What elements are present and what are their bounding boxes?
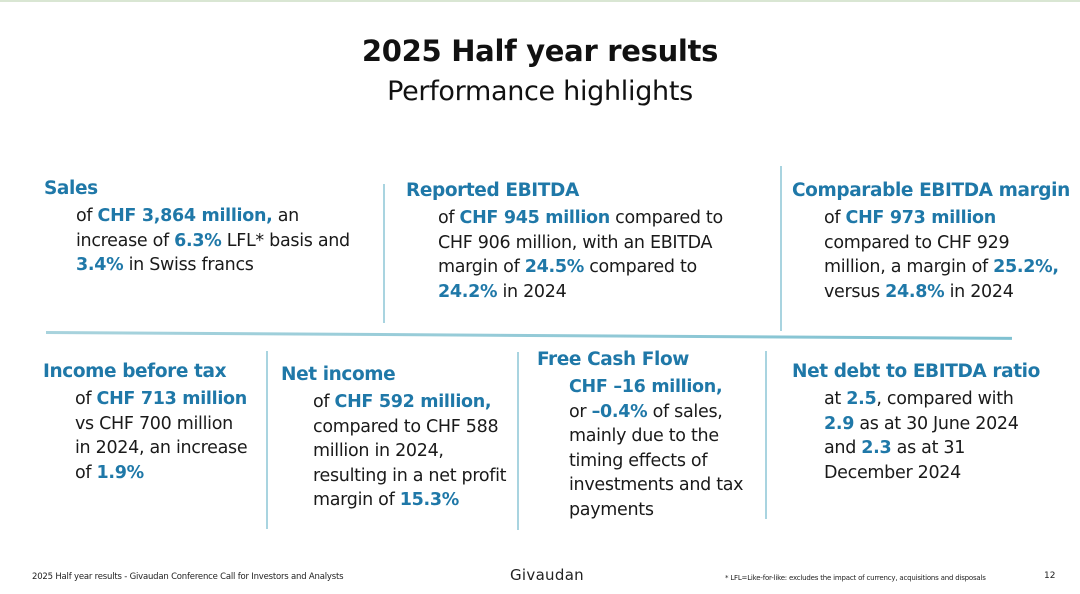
highlight-text: or: [569, 401, 592, 422]
highlight-figure: CHF 945 million: [459, 208, 611, 228]
highlight-text: of: [75, 389, 97, 409]
footnote-lfl: * LFL=Like-for-like: excludes the impact…: [725, 574, 986, 582]
top-border: [0, 0, 1080, 2]
highlight-text: in 2024: [944, 281, 1014, 302]
page-subtitle: Performance highlights: [387, 76, 693, 107]
divider-vertical: [517, 352, 519, 530]
highlight-figure: CHF 3,864 million,: [97, 206, 273, 226]
highlight-text: investments and tax: [569, 475, 744, 495]
highlight-heading: Sales: [44, 178, 98, 199]
highlight-body: at 2.5, compared with 2.9 as at 30 June 2…: [792, 387, 1040, 485]
highlight-figure: 25.2%,: [993, 257, 1059, 277]
highlight-figure: CHF –16 million,: [569, 377, 723, 397]
highlight-text: compared to CHF 929: [824, 232, 1010, 253]
highlight-figure: 2.9: [824, 413, 855, 434]
highlight-text: in 2024, an increase: [75, 438, 248, 458]
highlight-figure: –0.4%: [591, 401, 648, 422]
highlight-comparable-ebitda-margin: Comparable EBITDA margin of CHF 973 mill…: [792, 180, 1070, 304]
highlight-text: payments: [569, 499, 654, 520]
highlight-text: versus: [824, 281, 886, 302]
highlight-figure: 6.3%: [174, 230, 222, 251]
highlight-body: of CHF 592 million, compared to CHF 588 mi…: [281, 390, 507, 513]
highlight-text: of: [438, 208, 460, 228]
highlight-figure: 2.3: [861, 438, 892, 458]
highlight-text: LFL* basis and: [221, 230, 350, 251]
givaudan-logo: Givaudan: [510, 566, 584, 584]
highlight-text: of: [76, 206, 98, 226]
highlight-figure: 1.9%: [96, 462, 145, 483]
highlight-text: margin of: [438, 257, 525, 277]
divider-horizontal: [45, 331, 1012, 340]
highlight-text: increase of: [76, 230, 175, 251]
highlight-text: margin of: [313, 490, 400, 510]
highlight-figure: 24.5%: [524, 257, 585, 277]
highlight-body: of CHF 713 million vs CHF 700 million in 2…: [43, 387, 248, 485]
highlight-text: an: [272, 206, 300, 226]
highlight-text: resulting in a net profit: [313, 465, 507, 486]
highlight-text: of: [824, 208, 846, 228]
divider-vertical: [765, 351, 767, 519]
highlight-figure: CHF 973 million: [845, 208, 997, 228]
highlight-text: compared to CHF 588: [313, 416, 499, 437]
divider-vertical: [266, 351, 268, 529]
highlight-text: of sales,: [647, 401, 723, 422]
highlight-free-cash-flow: Free Cash Flow CHF –16 million, or –0.4% …: [537, 349, 744, 522]
highlight-text: of: [313, 392, 335, 412]
highlight-figure: 2.5: [846, 389, 877, 409]
highlight-heading: Comparable EBITDA margin: [792, 180, 1070, 201]
highlight-text: as at 30 June 2024: [854, 413, 1019, 434]
page-number: 12: [1044, 571, 1056, 581]
highlight-text: December 2024: [824, 462, 961, 483]
highlight-text: in 2024: [497, 281, 567, 302]
highlight-body: of CHF 3,864 million, an increase of 6.3%…: [44, 204, 350, 278]
highlight-figure: 15.3%: [399, 490, 460, 510]
highlight-text: , compared with: [876, 389, 1014, 409]
highlight-figure: 3.4%: [76, 255, 124, 275]
highlight-body: of CHF 945 million compared to CHF 906 mi…: [406, 206, 723, 304]
highlight-net-income: Net income of CHF 592 million, compared t…: [281, 364, 507, 513]
highlight-text: timing effects of: [569, 450, 708, 471]
highlight-reported-ebitda: Reported EBITDA of CHF 945 million compa…: [406, 180, 723, 304]
highlight-text: million, a margin of: [824, 257, 994, 277]
highlight-text: at: [824, 389, 847, 409]
highlight-text: compared to: [583, 257, 697, 277]
highlight-heading: Net debt to EBITDA ratio: [792, 361, 1040, 382]
footer-caption: 2025 Half year results - Givaudan Confer…: [32, 572, 344, 582]
highlight-text: of: [75, 462, 97, 483]
highlight-figure: 24.2%: [438, 281, 498, 302]
highlight-figure: 24.8%: [885, 281, 945, 302]
highlight-text: in Swiss francs: [123, 255, 254, 275]
highlight-text: compared to: [609, 208, 723, 228]
highlight-figure: CHF 592 million,: [334, 392, 492, 412]
divider-vertical: [780, 166, 782, 331]
highlight-text: CHF 906 million, with an EBITDA: [438, 232, 713, 253]
highlight-text: mainly due to the: [569, 426, 719, 446]
page-title: 2025 Half year results: [361, 34, 719, 68]
highlight-text: million in 2024,: [313, 441, 444, 461]
highlight-body: CHF –16 million, or –0.4% of sales, mainly…: [537, 375, 744, 522]
highlight-heading: Net income: [281, 364, 396, 385]
highlight-net-debt-ebitda: Net debt to EBITDA ratio at 2.5, compare…: [792, 361, 1040, 485]
highlight-text: as at 31: [891, 438, 966, 458]
highlight-heading: Reported EBITDA: [406, 180, 579, 201]
highlight-figure: CHF 713 million: [96, 389, 248, 409]
highlight-body: of CHF 973 million compared to CHF 929 mil…: [792, 206, 1070, 304]
highlight-text: and: [824, 438, 862, 458]
highlight-heading: Income before tax: [43, 361, 227, 382]
highlight-sales: Sales of CHF 3,864 million, an increase o…: [44, 178, 350, 278]
highlight-income-before-tax: Income before tax of CHF 713 million vs C…: [43, 361, 248, 485]
highlight-text: vs CHF 700 million: [75, 413, 233, 434]
highlight-heading: Free Cash Flow: [537, 349, 689, 370]
divider-vertical: [383, 184, 385, 323]
